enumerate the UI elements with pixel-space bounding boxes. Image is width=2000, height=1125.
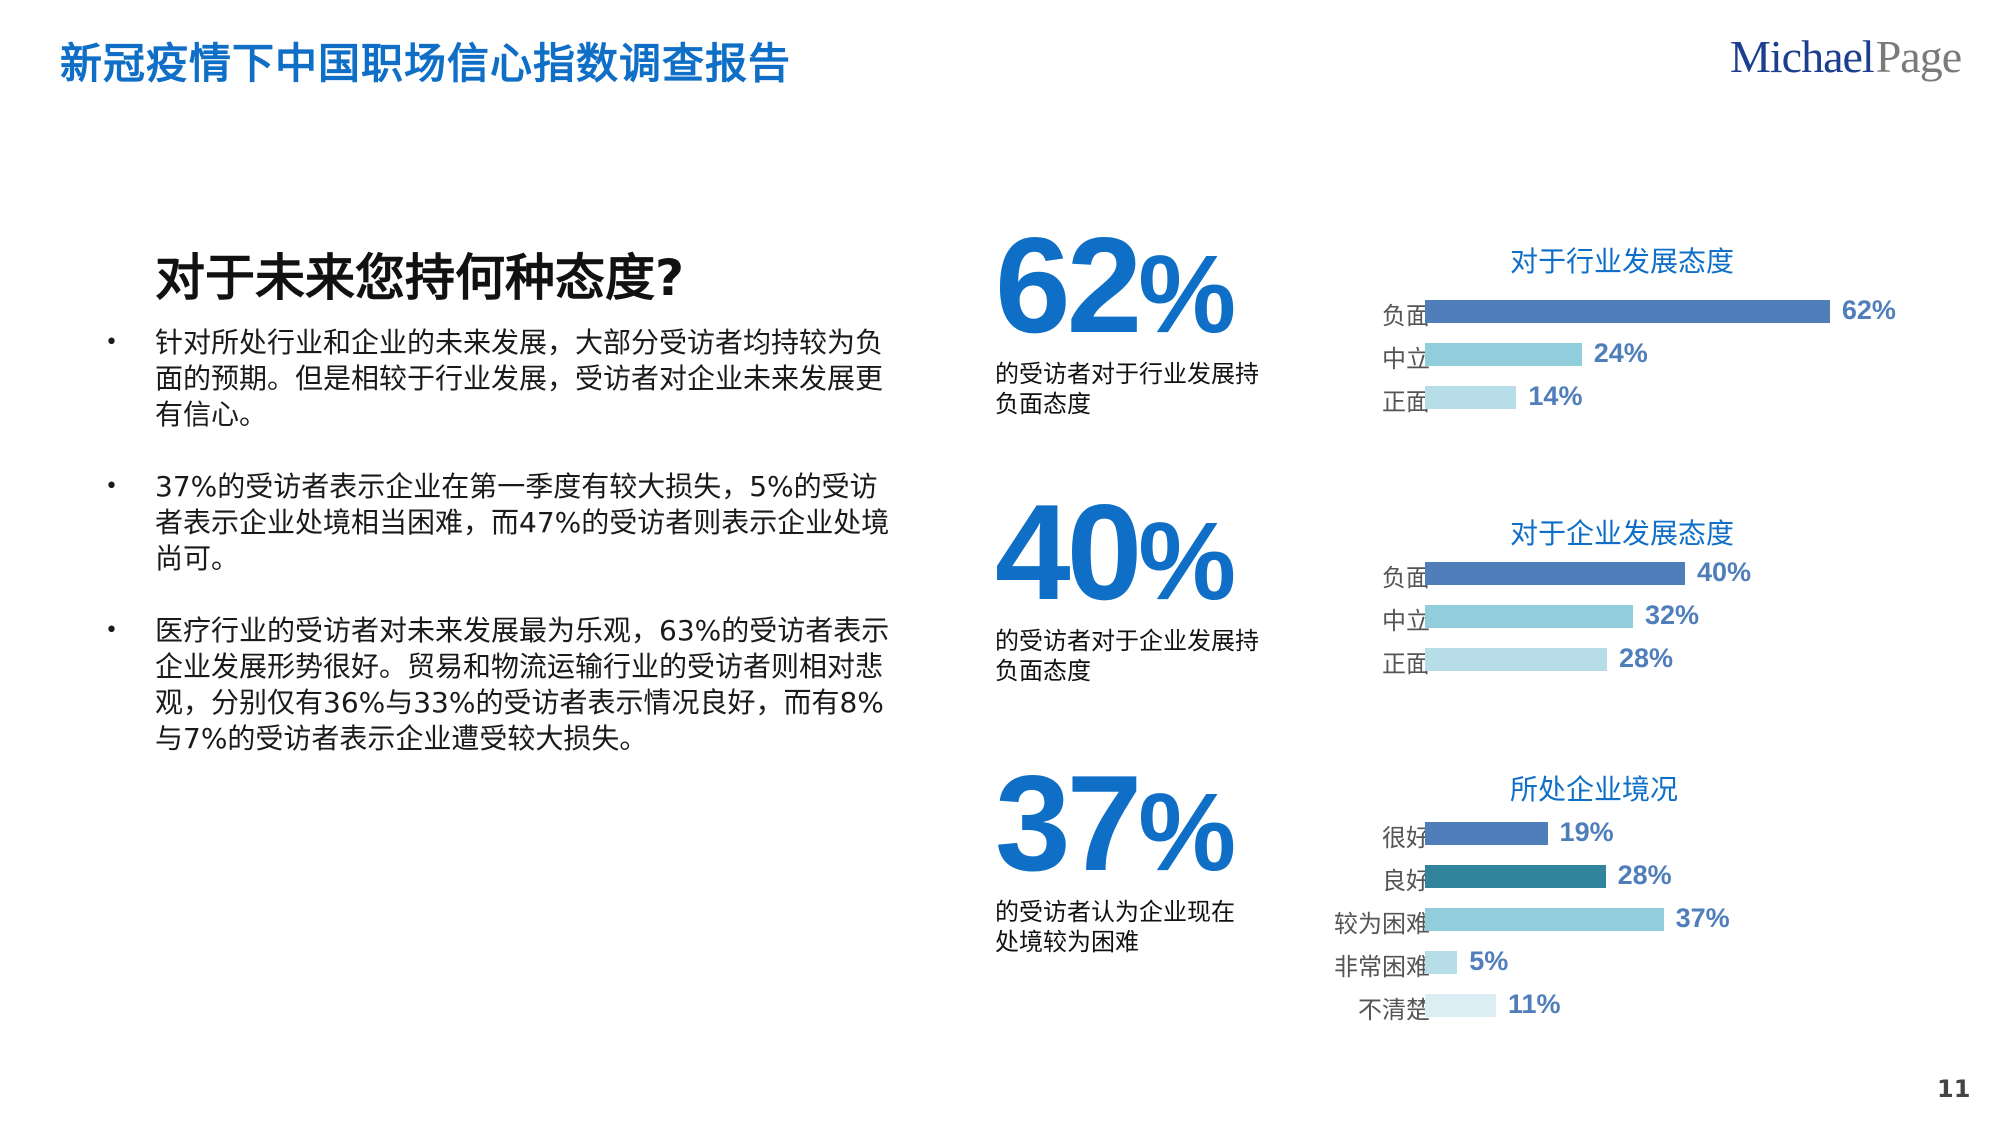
bar-label: 较为困难 [1334, 910, 1430, 938]
bar-row: 较为困难 37% [1300, 903, 1950, 938]
bar-value: 62% [1841, 295, 1896, 325]
bar-label: 正面 [1382, 388, 1430, 416]
bar-row: 中立 32% [1300, 600, 1950, 635]
bullet-item: • 37%的受访者表示企业在第一季度有较大损失，5%的受访者表示企业处境相当困难… [105, 469, 905, 577]
bar-label: 非常困难 [1334, 953, 1430, 981]
chart-title: 对于行业发展态度 [1510, 245, 1735, 278]
bar-label: 负面 [1382, 302, 1430, 330]
bar-value: 19% [1559, 817, 1614, 847]
bar [1425, 822, 1548, 845]
bar-label: 中立 [1382, 345, 1430, 373]
bullet-list: • 针对所处行业和企业的未来发展，大部分受访者均持较为负面的预期。但是相较于行业… [105, 325, 905, 793]
bar-row: 非常困难 5% [1300, 946, 1950, 981]
bar [1425, 865, 1606, 888]
stat-enterprise-negative: 40% 的受访者对于企业发展持 负面态度 [995, 476, 1295, 686]
bar-label: 不清楚 [1358, 996, 1430, 1024]
bar-value: 24% [1593, 338, 1648, 368]
bar-row: 正面 28% [1300, 643, 1950, 678]
bar-value: 40% [1697, 557, 1752, 587]
stat-description: 的受访者对于行业发展持 负面态度 [995, 360, 1259, 418]
bullet-text: 医疗行业的受访者对未来发展最为乐观，63%的受访者表示企业发展形势很好。贸易和物… [155, 614, 890, 755]
stat-industry-negative: 62% 的受访者对于行业发展持 负面态度 [995, 209, 1295, 419]
section-title: 对于未来您持何种态度? [155, 249, 685, 307]
bar [1425, 562, 1685, 585]
bullet-item: • 医疗行业的受访者对未来发展最为乐观，63%的受访者表示企业发展形势很好。贸易… [105, 613, 905, 757]
bar-value: 14% [1528, 381, 1583, 411]
bullet-text: 针对所处行业和企业的未来发展，大部分受访者均持较为负面的预期。但是相较于行业发展… [155, 326, 884, 431]
bar-value: 32% [1645, 600, 1700, 630]
bar-label: 中立 [1382, 607, 1430, 635]
bar-row: 良好 28% [1300, 860, 1950, 895]
bar-label: 良好 [1382, 867, 1430, 895]
bar-row: 中立 24% [1300, 338, 1950, 373]
bar [1425, 994, 1496, 1017]
stat-description: 的受访者认为企业现在 处境较为困难 [995, 898, 1235, 956]
page-number: 11 [1937, 1075, 1971, 1103]
bullet-icon: • [105, 330, 118, 355]
bar [1425, 300, 1830, 323]
bullet-item: • 针对所处行业和企业的未来发展，大部分受访者均持较为负面的预期。但是相较于行业… [105, 325, 905, 433]
bar [1425, 908, 1664, 931]
logo-page: Page [1875, 31, 1962, 82]
bar [1425, 343, 1582, 366]
bar-row: 正面 14% [1300, 381, 1950, 416]
bullet-icon: • [105, 618, 118, 643]
chart-title: 对于企业发展态度 [1510, 517, 1735, 550]
bar [1425, 648, 1607, 671]
stat-number: 62% [995, 209, 1237, 361]
bar-value: 37% [1675, 903, 1730, 933]
bar [1425, 951, 1458, 974]
bar [1425, 605, 1633, 628]
bar-row: 很好 19% [1300, 817, 1950, 852]
stat-number: 37% [995, 747, 1237, 899]
bar-row: 不清楚 11% [1300, 989, 1950, 1024]
bar-value: 28% [1619, 643, 1674, 673]
stat-description: 的受访者对于企业发展持 负面态度 [995, 627, 1259, 685]
bar-value: 11% [1507, 989, 1561, 1019]
bar-value: 5% [1469, 946, 1509, 976]
bar-label: 负面 [1382, 564, 1430, 592]
bullet-text: 37%的受访者表示企业在第一季度有较大损失，5%的受访者表示企业处境相当困难，而… [155, 470, 890, 575]
report-title: 新冠疫情下中国职场信心指数调查报告 [60, 39, 792, 88]
bar-row: 负面 62% [1300, 295, 1950, 330]
bar [1425, 386, 1517, 409]
bar-label: 很好 [1382, 824, 1430, 852]
bullet-icon: • [105, 474, 118, 499]
bar-label: 正面 [1382, 650, 1430, 678]
bar-row: 负面 40% [1300, 557, 1950, 592]
stat-enterprise-difficult: 37% 的受访者认为企业现在 处境较为困难 [995, 747, 1295, 957]
logo-michael: Michael [1730, 31, 1875, 82]
bar-value: 28% [1617, 860, 1672, 890]
michael-page-logo: MichaelPage [1730, 30, 1962, 83]
stat-number: 40% [995, 476, 1237, 628]
chart-title: 所处企业境况 [1510, 773, 1679, 806]
